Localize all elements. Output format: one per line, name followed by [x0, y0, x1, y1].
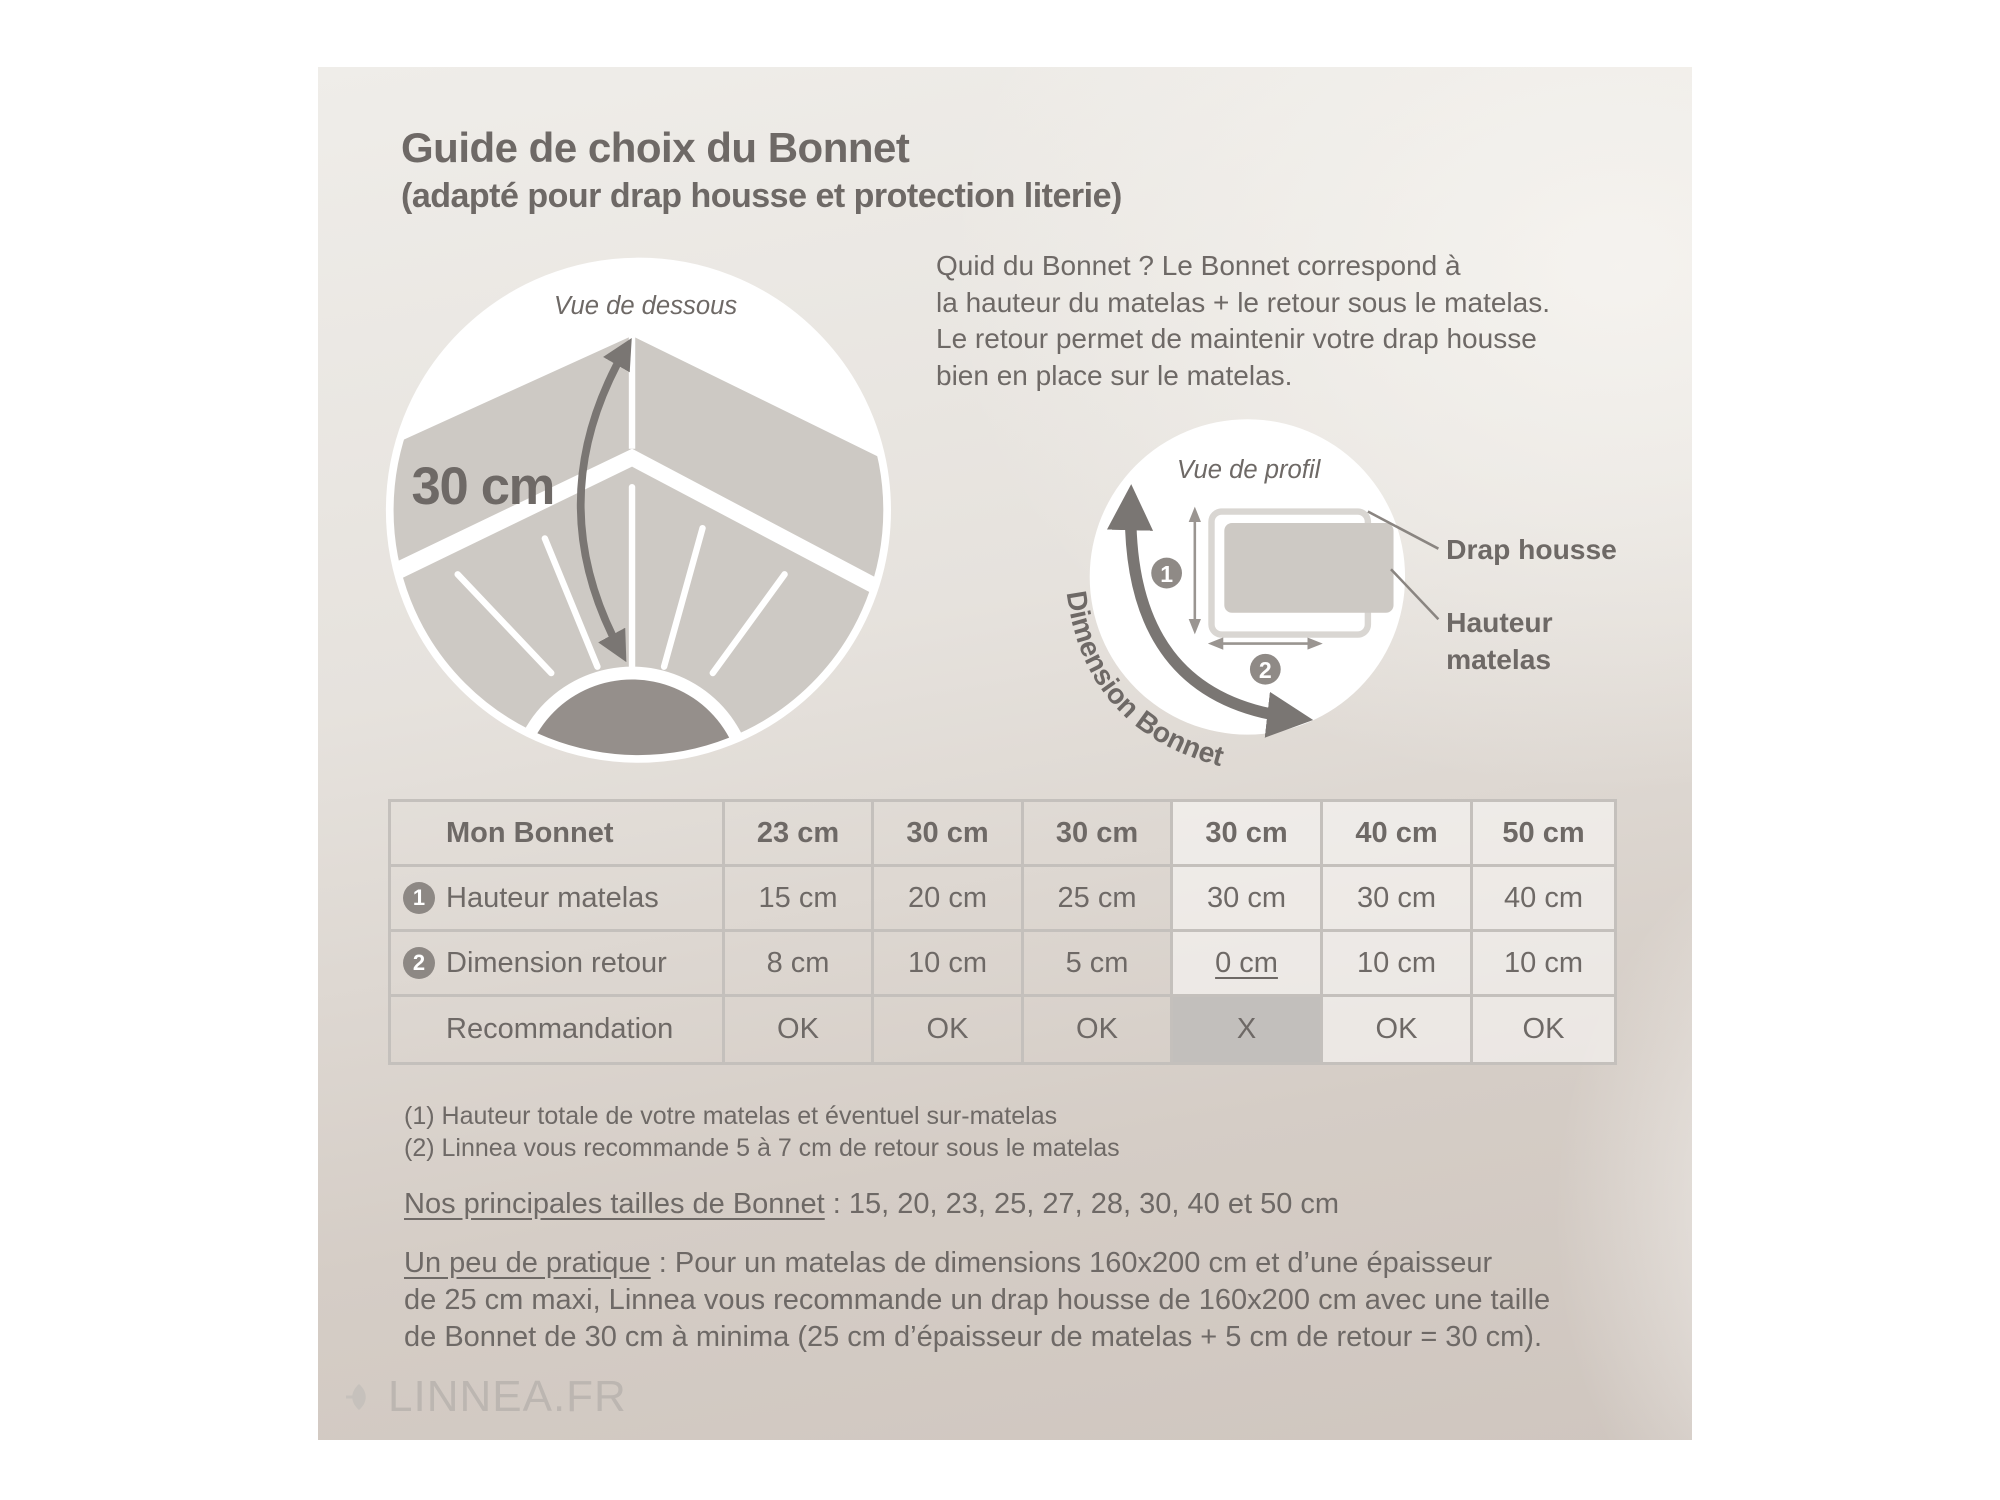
badge-2-icon: 2 [403, 947, 435, 979]
table-cell: 10 cm [1473, 932, 1614, 997]
header-label: Mon Bonnet [391, 802, 725, 867]
intro-line: bien en place sur le matelas. [936, 359, 1293, 391]
leaf-logo-icon [346, 1384, 366, 1410]
footnote: (2) Linnea vous recommande 5 à 7 cm de r… [404, 1132, 1120, 1164]
table-cell: OK [1024, 997, 1173, 1062]
row-label-text: Hauteur matelas [446, 881, 659, 914]
sheet-label: Drap housse [1446, 533, 1617, 565]
footnote: (1) Hauteur totale de votre matelas et é… [404, 1100, 1120, 1132]
page-subtitle: (adapté pour drap housse et protection l… [401, 177, 1122, 215]
table-cell: 30 cm [1323, 867, 1473, 932]
intro-paragraph: Quid du Bonnet ? Le Bonnet correspond à … [936, 248, 1550, 394]
header-cell: 50 cm [1473, 802, 1614, 867]
row-label-recommandation: Recommandation [391, 997, 725, 1062]
row-label-hauteur: 1 Hauteur matelas [391, 867, 725, 932]
table-cell-underlined: 0 cm [1215, 946, 1278, 979]
practice-example: Un peu de pratique : Pour un matelas de … [404, 1245, 1550, 1356]
table-cell: 0 cm [1173, 932, 1323, 997]
brand-name: LINNEA.FR [388, 1372, 627, 1421]
height-arrow-icon [576, 338, 632, 663]
footnote-mark: (2) [404, 1134, 435, 1162]
table-cell: 10 cm [1323, 932, 1473, 997]
footnotes: (1) Hauteur totale de votre matelas et é… [404, 1100, 1120, 1164]
brand-logo: LINNEA.FR [344, 1372, 627, 1422]
row-label-retour: 2 Dimension retour [391, 932, 725, 997]
height-label-2: matelas [1446, 643, 1551, 675]
row-label-text: Dimension retour [446, 946, 667, 979]
svg-text:2: 2 [1259, 657, 1272, 683]
footnote-mark: (1) [404, 1102, 435, 1130]
header-cell: 30 cm [1024, 802, 1173, 867]
intro-line: Le retour permet de maintenir votre drap… [936, 323, 1537, 354]
bottom-view-caption: Vue de dessous [554, 292, 738, 320]
bonnet-table: Mon Bonnet 23 cm 30 cm 30 cm 30 cm 40 cm… [388, 799, 1617, 1065]
bonnet-arrow-icon [1106, 484, 1314, 738]
badge-1-icon: 1 [403, 882, 435, 914]
table-cell: 5 cm [1024, 932, 1173, 997]
table-cell: OK [874, 997, 1024, 1062]
table-cell: 15 cm [725, 867, 874, 932]
practice-line: de Bonnet de 30 cm à minima (25 cm d’épa… [404, 1321, 1542, 1353]
intro-line: la hauteur du matelas + le retour sous l… [936, 286, 1551, 318]
sizes-label: Nos principales tailles de Bonnet [404, 1188, 825, 1220]
table-cell: 25 cm [1024, 867, 1173, 932]
header-cell: 30 cm [874, 802, 1024, 867]
table-cell: 10 cm [874, 932, 1024, 997]
footnote-text: Linnea vous recommande 5 à 7 cm de retou… [434, 1134, 1120, 1162]
profile-view-caption: Vue de profil [1177, 456, 1322, 484]
intro-line: Quid du Bonnet ? Le Bonnet correspond à [936, 250, 1461, 281]
header-cell: 40 cm [1323, 802, 1473, 867]
page-title: Guide de choix du Bonnet [401, 124, 910, 171]
table-cell: 30 cm [1173, 867, 1323, 932]
profile-view-illustration: 1 2 Vue de profil Dimension Bonnet Drap … [1061, 419, 1617, 772]
practice-text: : Pour un matelas de dimensions 160x200 … [650, 1247, 1493, 1279]
table-cell: 8 cm [725, 932, 874, 997]
practice-label: Un peu de pratique [404, 1247, 651, 1279]
table-cell: 20 cm [874, 867, 1024, 932]
bottom-view-illustration: 30 cm Vue de dessous [385, 257, 891, 763]
header-cell: 30 cm [1173, 802, 1323, 867]
height-label-1: Hauteur [1446, 606, 1553, 638]
table-cell-not-recommended: X [1173, 997, 1323, 1062]
table-cell: OK [725, 997, 874, 1062]
measure-label: 30 cm [412, 457, 555, 516]
practice-line: de 25 cm maxi, Linnea vous recommande un… [404, 1284, 1551, 1316]
table-cell: OK [1323, 997, 1473, 1062]
svg-text:1: 1 [1160, 561, 1173, 587]
sizes-text: : 15, 20, 23, 25, 27, 28, 30, 40 et 50 c… [824, 1188, 1340, 1220]
table-cell: 40 cm [1473, 867, 1614, 932]
main-sizes: Nos principales tailles de Bonnet : 15, … [404, 1188, 1339, 1221]
footnote-text: Hauteur totale de votre matelas et évent… [434, 1102, 1058, 1130]
practice-line: Un peu de pratique : Pour un matelas de … [404, 1245, 1550, 1282]
header-cell: 23 cm [725, 802, 874, 867]
table-cell: OK [1473, 997, 1614, 1062]
